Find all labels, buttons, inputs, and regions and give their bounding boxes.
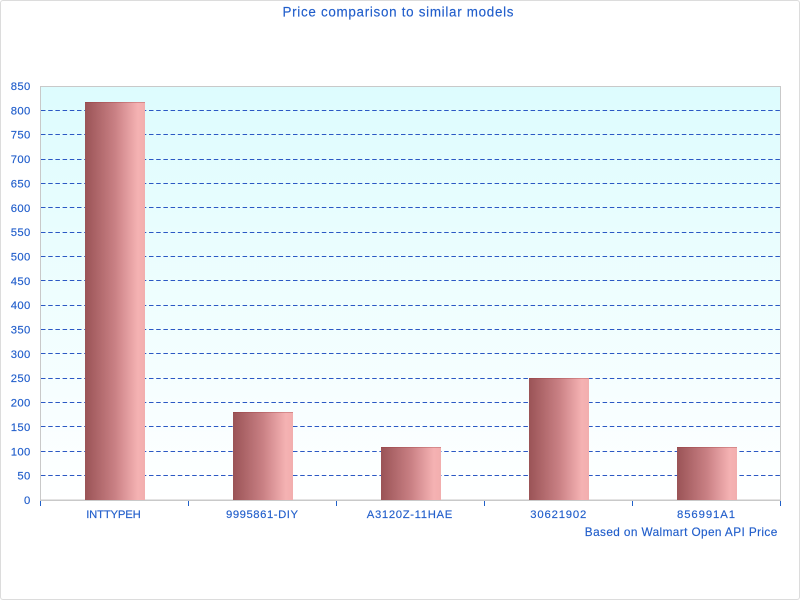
- svg-text:200: 200: [11, 398, 31, 410]
- svg-text:9995861-DIY: 9995861-DIY: [226, 509, 298, 521]
- svg-text:100: 100: [11, 446, 31, 458]
- svg-text:50: 50: [17, 471, 30, 483]
- svg-text:150: 150: [11, 422, 31, 434]
- svg-text:300: 300: [11, 349, 31, 361]
- svg-text:250: 250: [11, 373, 31, 385]
- svg-text:700: 700: [11, 154, 31, 166]
- svg-text:Based on Walmart Open API Pric: Based on Walmart Open API Price: [585, 525, 778, 539]
- svg-text:INTTYPEH: INTTYPEH: [86, 509, 141, 521]
- svg-text:30621902: 30621902: [530, 509, 586, 521]
- svg-text:800: 800: [11, 105, 31, 117]
- svg-text:0: 0: [24, 495, 31, 507]
- svg-text:600: 600: [11, 203, 31, 215]
- svg-text:550: 550: [11, 227, 31, 239]
- svg-text:400: 400: [11, 300, 31, 312]
- svg-text:856991A1: 856991A1: [677, 509, 735, 521]
- svg-text:650: 650: [11, 178, 31, 190]
- svg-text:A3120Z-11HAE: A3120Z-11HAE: [367, 509, 453, 521]
- svg-text:450: 450: [11, 276, 31, 288]
- svg-text:750: 750: [11, 130, 31, 142]
- svg-text:850: 850: [11, 81, 31, 93]
- svg-text:350: 350: [11, 325, 31, 337]
- svg-text:500: 500: [11, 252, 31, 264]
- svg-text:Price comparison to similar mo: Price comparison to similar models: [283, 5, 514, 20]
